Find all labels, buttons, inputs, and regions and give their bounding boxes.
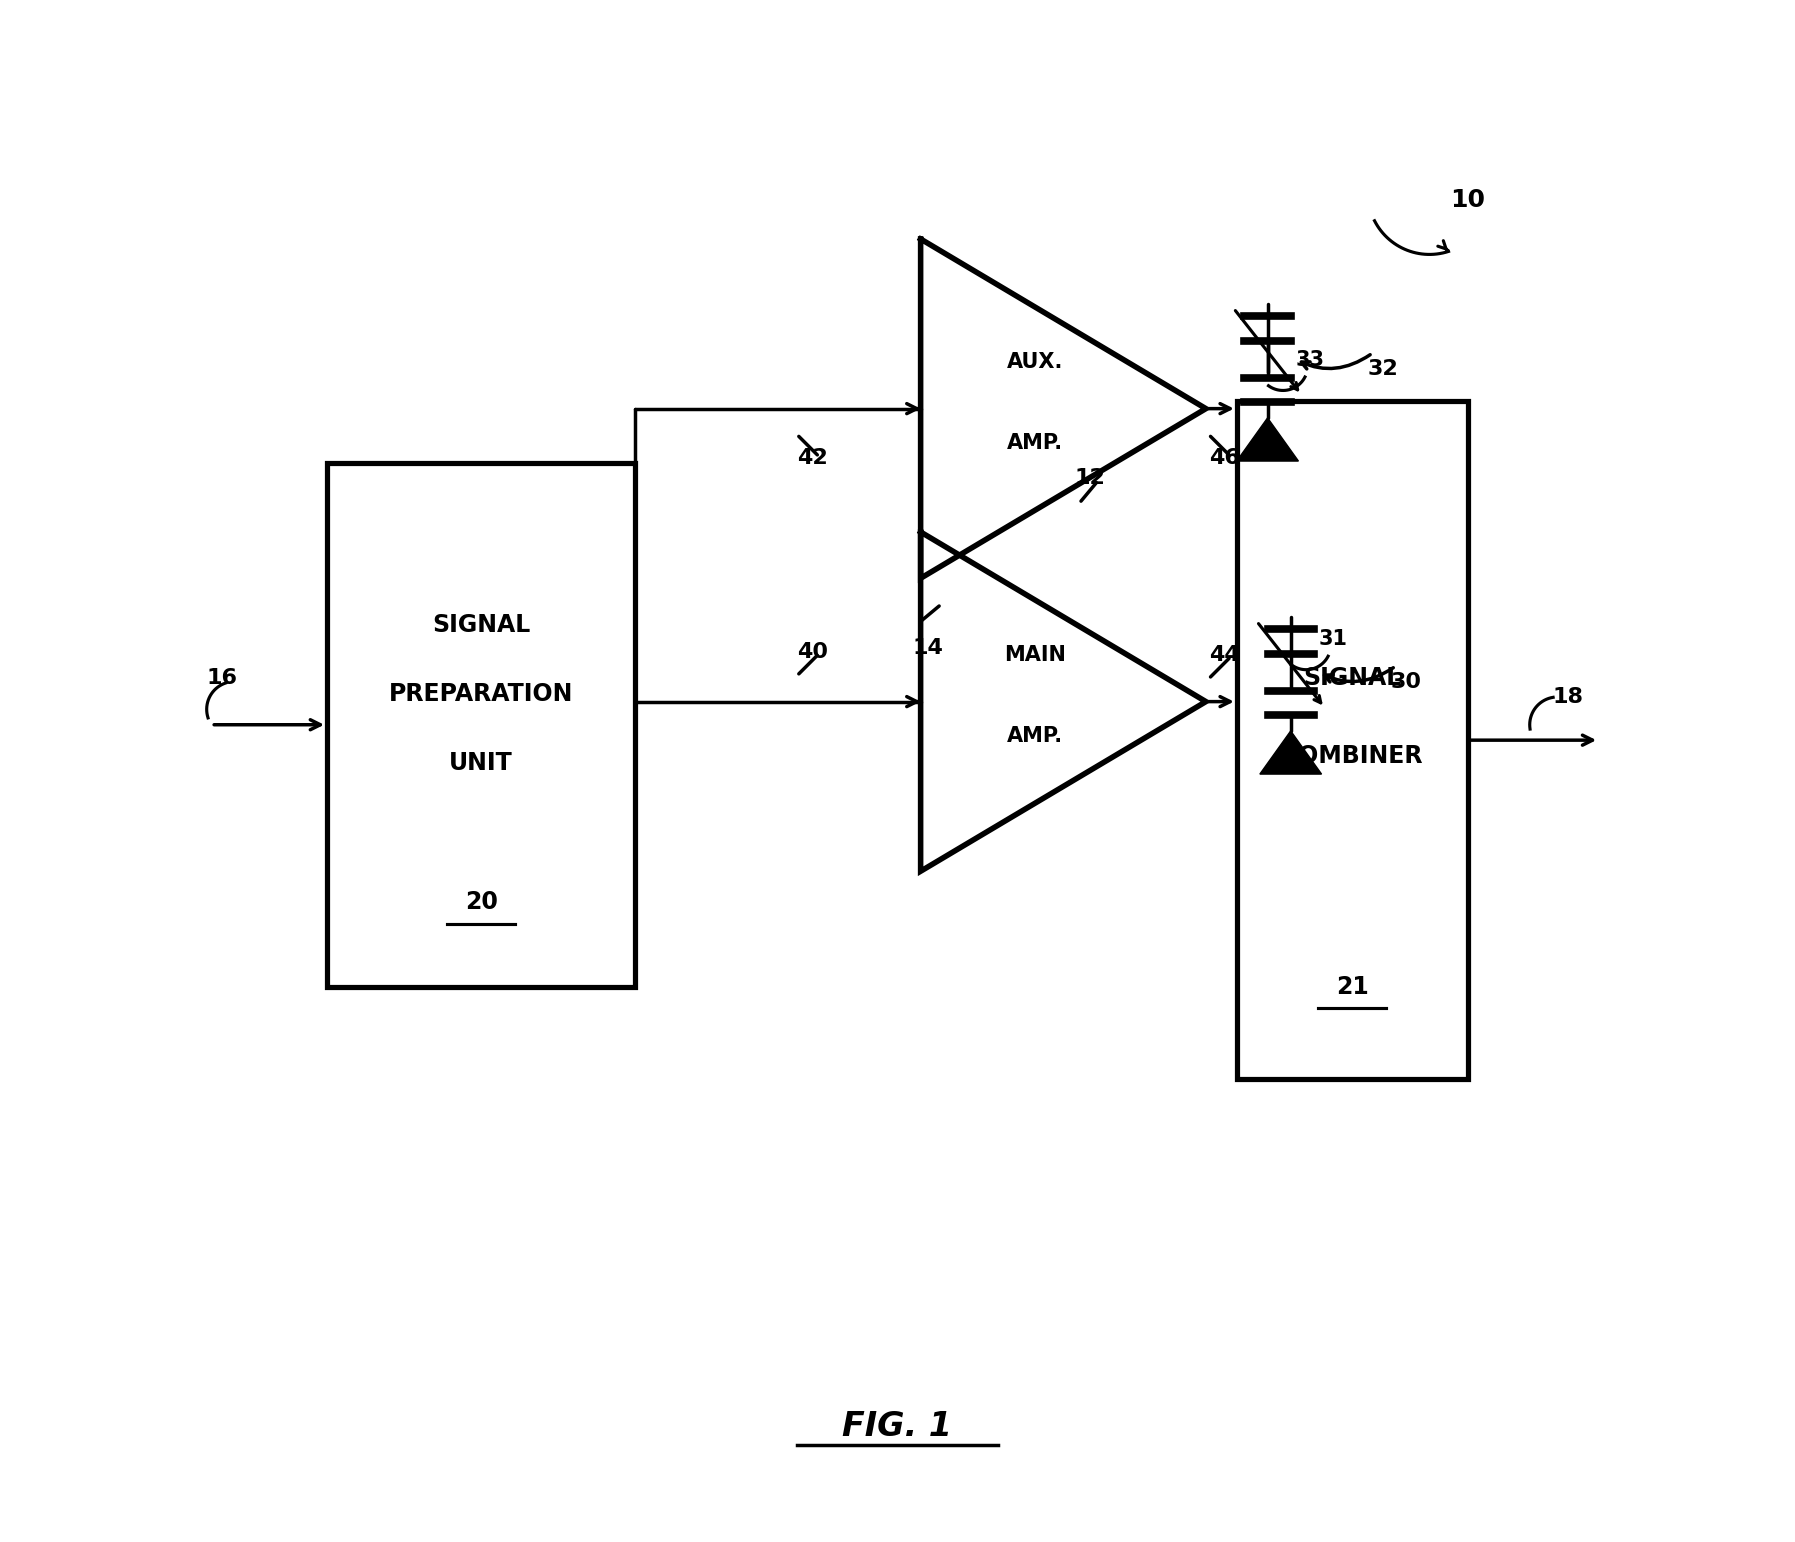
Text: 18: 18 xyxy=(1553,688,1583,706)
Text: MAIN: MAIN xyxy=(1003,646,1066,665)
Text: PREPARATION: PREPARATION xyxy=(390,682,573,706)
Text: 33: 33 xyxy=(1296,350,1325,370)
Text: 31: 31 xyxy=(1319,629,1348,649)
Text: 12: 12 xyxy=(1075,469,1106,487)
Text: 46: 46 xyxy=(1210,449,1240,467)
Text: AMP.: AMP. xyxy=(1007,433,1063,452)
Text: 14: 14 xyxy=(914,638,944,657)
Text: 42: 42 xyxy=(797,449,827,467)
Text: AMP.: AMP. xyxy=(1007,726,1063,745)
Text: SIGNAL: SIGNAL xyxy=(1303,666,1402,691)
Bar xyxy=(327,463,635,987)
Text: 16: 16 xyxy=(206,669,237,688)
Bar xyxy=(1237,401,1468,1079)
Text: 44: 44 xyxy=(1210,646,1240,665)
Text: UNIT: UNIT xyxy=(449,751,513,776)
Polygon shape xyxy=(1260,731,1321,774)
Text: 40: 40 xyxy=(797,643,827,662)
Polygon shape xyxy=(1237,418,1298,461)
Text: 21: 21 xyxy=(1335,975,1370,999)
Text: 10: 10 xyxy=(1450,188,1486,213)
Text: 32: 32 xyxy=(1368,359,1398,378)
Text: 30: 30 xyxy=(1391,672,1422,691)
Text: SIGNAL: SIGNAL xyxy=(433,612,530,637)
Text: AUX.: AUX. xyxy=(1007,353,1063,372)
Text: FIG. 1: FIG. 1 xyxy=(842,1409,953,1443)
Text: 20: 20 xyxy=(465,890,497,914)
Text: COMBINER: COMBINER xyxy=(1282,743,1423,768)
